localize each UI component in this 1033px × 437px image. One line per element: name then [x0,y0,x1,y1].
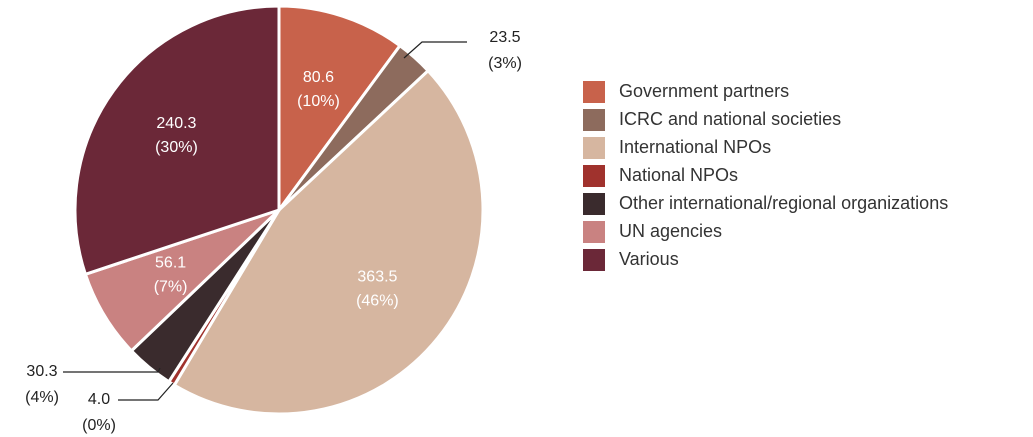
percent-label: (46%) [356,293,399,310]
percent-label: (4%) [25,389,59,406]
value-label: 30.3 [26,363,57,380]
legend-swatch [583,109,605,131]
legend-label: ICRC and national societies [619,109,841,129]
value-label: 80.6 [303,69,334,86]
legend-label: Other international/regional organizatio… [619,193,948,213]
legend-label: UN agencies [619,221,722,241]
pie-slice [73,4,281,277]
pie-slice [277,4,403,215]
legend-label: Government partners [619,81,789,101]
legend-swatch [583,221,605,243]
legend-swatch [583,81,605,103]
legend-label: National NPOs [619,165,738,185]
percent-label: (10%) [297,93,340,110]
value-label: 4.0 [88,391,110,408]
legend-label: Various [619,249,679,269]
leader-line [118,382,174,401]
legend-swatch [583,165,605,187]
percent-label: (7%) [154,278,188,295]
value-label: 56.1 [155,254,186,271]
value-label: 363.5 [357,269,397,286]
leader-line [63,367,161,373]
leader-line [403,41,467,59]
value-label: 23.5 [489,29,520,46]
legend-swatch [583,137,605,159]
percent-label: (30%) [155,139,198,156]
legend-swatch [583,249,605,271]
legend-label: International NPOs [619,137,771,157]
percent-label: (0%) [82,417,116,434]
percent-label: (3%) [488,55,522,72]
legend-swatch [583,193,605,215]
pie-slice [172,68,485,416]
value-label: 240.3 [156,115,196,132]
